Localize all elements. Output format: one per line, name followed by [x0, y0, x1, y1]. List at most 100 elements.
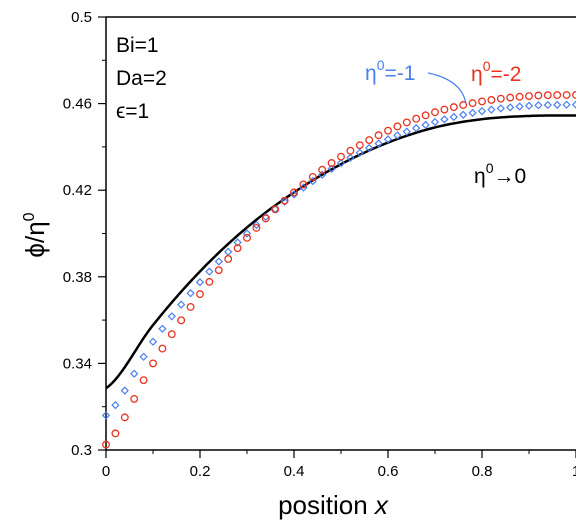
data-point: [148, 337, 158, 346]
data-point: [524, 101, 534, 110]
param-label: Bi=1: [116, 34, 159, 57]
data-point: [280, 197, 289, 206]
data-point: [290, 188, 298, 197]
y-tick-label: 0.46: [63, 96, 92, 113]
data-point: [402, 127, 411, 136]
data-point: [101, 411, 111, 420]
data-point: [365, 143, 374, 153]
data-point: [233, 238, 242, 247]
y-tick-label: 0.42: [63, 182, 92, 199]
data-point: [327, 159, 336, 167]
data-point: [346, 146, 355, 155]
data-point: [139, 376, 148, 385]
data-point: [506, 93, 515, 102]
data-point: [412, 114, 421, 123]
data-point: [383, 135, 393, 144]
data-point: [496, 104, 505, 113]
data-point: [233, 244, 242, 253]
data-point: [393, 122, 402, 131]
data-point: [130, 369, 139, 378]
data-point: [186, 303, 195, 311]
data-point: [553, 100, 562, 109]
data-point: [468, 99, 477, 108]
labels-layer: position x ϕ/η0 Bi=1 Da=2 ϵ=1 η0=-1 η0=-2 η0→0: [20, 34, 526, 520]
data-point: [149, 359, 157, 368]
y-tick-label: 0.38: [63, 269, 92, 286]
data-point: [478, 97, 486, 106]
data-point: [487, 105, 496, 114]
data-point: [158, 344, 167, 353]
data-point: [214, 257, 223, 266]
data-point: [186, 289, 195, 298]
x-tick-label: 1: [572, 463, 576, 480]
data-point: [393, 131, 402, 140]
x-tick-label: 0.2: [190, 463, 211, 480]
data-point: [421, 111, 430, 120]
data-point: [327, 164, 336, 173]
param-label: ϵ=1: [116, 100, 149, 123]
series-eta0-minus1: [101, 100, 576, 420]
data-point: [459, 110, 468, 119]
data-point: [308, 172, 317, 181]
data-point: [318, 170, 327, 179]
data-point: [468, 108, 477, 118]
data-point: [111, 429, 120, 438]
data-point: [167, 312, 176, 321]
data-point: [318, 165, 327, 174]
y-tick-label: 0.34: [63, 355, 92, 372]
data-point: [572, 90, 576, 99]
data-point: [384, 126, 392, 135]
x-tick-label: 0.4: [284, 463, 305, 480]
data-point: [102, 440, 110, 449]
label-leader-line: [427, 72, 467, 105]
data-point: [487, 95, 496, 104]
y-tick-label: 0.3: [71, 442, 92, 459]
data-point: [496, 94, 505, 103]
series-line-eta0-to-0: [105, 114, 576, 390]
y-axis-title: ϕ/η0: [20, 212, 50, 257]
data-point: [430, 117, 440, 127]
data-point: [177, 316, 186, 325]
data-point: [355, 141, 364, 150]
data-point: [337, 152, 345, 161]
data-point: [224, 254, 233, 263]
data-point: [299, 180, 308, 189]
data-point: [242, 229, 252, 238]
data-point: [261, 214, 270, 223]
data-point: [214, 266, 223, 275]
data-point: [431, 108, 439, 117]
data-point: [412, 124, 421, 133]
data-point: [346, 153, 355, 162]
data-point: [289, 190, 299, 199]
data-point: [120, 386, 129, 395]
label-eta0-minus2: η0=-2: [471, 58, 521, 86]
data-point: [336, 158, 346, 168]
data-point: [167, 330, 176, 339]
data-point: [440, 105, 449, 114]
data-point: [553, 91, 562, 100]
data-point: [421, 120, 430, 130]
series-layer: [101, 90, 576, 449]
data-point: [139, 352, 148, 361]
data-point: [449, 103, 458, 112]
data-point: [525, 92, 533, 100]
data-point: [515, 92, 524, 101]
data-point: [562, 91, 571, 99]
data-point: [365, 136, 374, 144]
data-point: [515, 102, 524, 111]
x-tick-label: 0: [102, 463, 110, 480]
data-point: [355, 148, 364, 157]
label-eta0-minus1: η0=-1: [365, 57, 415, 85]
data-point: [543, 91, 552, 100]
x-axis-title: position x: [278, 490, 389, 520]
series-eta0-minus2: [102, 90, 576, 449]
data-point: [459, 101, 468, 109]
data-point: [252, 220, 261, 230]
data-point: [195, 278, 205, 287]
data-point: [402, 118, 411, 127]
data-point: [571, 100, 576, 109]
data-point: [534, 91, 543, 100]
data-point: [562, 100, 571, 109]
data-point: [252, 223, 261, 232]
